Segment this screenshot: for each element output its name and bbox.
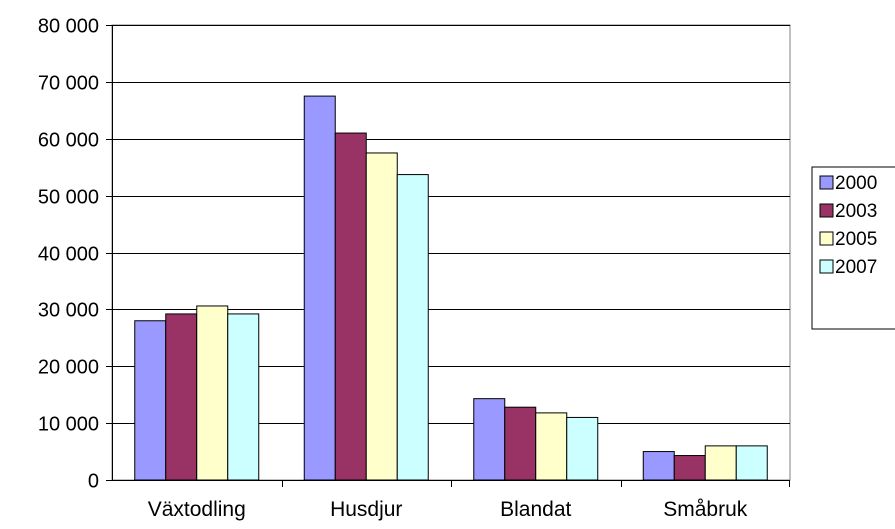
bar-2000-0: [134, 320, 167, 481]
y-tick-label: 0: [88, 471, 99, 493]
y-tick-label: 10 000: [38, 414, 99, 436]
legend-swatch-2005: [819, 231, 834, 246]
y-tick-label: 60 000: [38, 130, 99, 152]
y-tick-label: 80 000: [38, 16, 99, 38]
legend-swatch-2000: [819, 175, 834, 190]
legend: 2000 2003 2005 2007: [811, 166, 895, 330]
bar-2005-1: [365, 152, 398, 481]
legend-box: [811, 166, 895, 330]
x-category-label: Blandat: [500, 498, 571, 521]
bar-2007-2: [566, 416, 599, 481]
x-category-label: Växtodling: [148, 498, 246, 521]
x-category-label: Småbruk: [663, 498, 748, 521]
legend-label-2000: 2000: [835, 173, 877, 194]
legend-label-2003: 2003: [835, 201, 877, 222]
legend-swatch-2003: [819, 203, 834, 218]
x-category-label: Husdjur: [330, 498, 402, 521]
legend-label-2007: 2007: [835, 257, 877, 278]
bar-2003-1: [334, 132, 367, 481]
bar-2007-3: [735, 445, 768, 481]
legend-swatch-2007: [819, 259, 834, 274]
y-tick-label: 30 000: [38, 300, 99, 322]
bar-2007-1: [396, 174, 429, 481]
bar-2005-3: [704, 445, 737, 481]
bar-2000-1: [303, 95, 336, 481]
y-tick-label: 40 000: [38, 244, 99, 266]
axes: 0 10 000 20 000 30 000 40 000 50 000 60 000 70 …: [38, 16, 790, 521]
bar-2000-3: [642, 451, 675, 481]
y-tick-label: 20 000: [38, 357, 99, 379]
bar-2003-0: [165, 313, 198, 481]
legend-label-2005: 2005: [835, 229, 877, 250]
bar-2003-3: [673, 455, 706, 481]
bars: [134, 95, 768, 481]
y-tick-label: 50 000: [38, 187, 99, 209]
bar-2003-2: [504, 406, 537, 481]
bar-2000-2: [473, 398, 506, 481]
bar-2005-2: [535, 412, 568, 481]
bar-2005-0: [196, 305, 229, 481]
y-tick-label: 70 000: [38, 73, 99, 95]
bar-2007-0: [227, 313, 260, 481]
